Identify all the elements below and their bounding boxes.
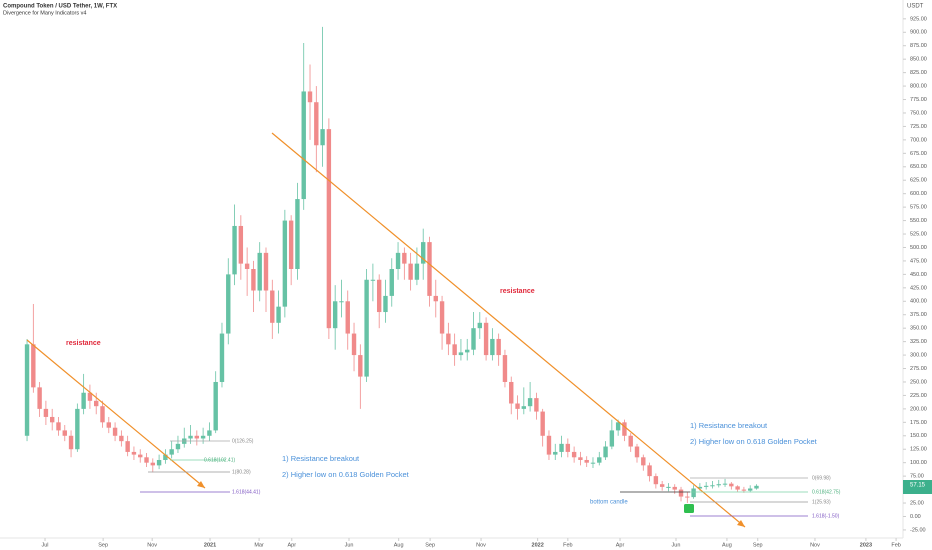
y-tick-label: 925.00 xyxy=(910,16,927,22)
y-tick-label: 350.00 xyxy=(910,326,927,332)
fib-label: 0(126.25) xyxy=(232,438,254,444)
fib-label: 0(69.98) xyxy=(812,475,831,481)
x-tick-label: Jun xyxy=(345,542,354,548)
bottom-marker xyxy=(684,504,694,513)
last-price-label: 57.15 xyxy=(910,483,926,489)
y-unit: USDT xyxy=(907,4,924,10)
trend-line xyxy=(271,132,746,528)
x-tick-label: Apr xyxy=(287,542,296,548)
y-tick-label: 850.00 xyxy=(910,57,927,63)
annotation: resistance xyxy=(500,288,535,295)
y-tick-label: 525.00 xyxy=(910,231,927,237)
y-tick-label: 0.00 xyxy=(910,514,921,520)
last-price-box xyxy=(903,480,932,494)
fib-label: 1.618(44.41) xyxy=(232,489,261,495)
x-tick-label: Feb xyxy=(563,542,572,548)
y-tick-label: 375.00 xyxy=(910,312,927,318)
y-tick-label: 425.00 xyxy=(910,285,927,291)
x-tick-label: Sep xyxy=(98,542,108,548)
annotation: resistance xyxy=(66,340,101,347)
annotation: 2) Higher low on 0.618 Golden Pocket xyxy=(282,470,410,479)
y-tick-label: 225.00 xyxy=(910,393,927,399)
chart-subtitle: Divergence for Many Indicators v4 xyxy=(3,10,86,16)
fib-left xyxy=(140,440,230,493)
x-tick-label: Feb xyxy=(891,542,900,548)
fib-right xyxy=(620,477,808,517)
y-tick-label: 675.00 xyxy=(910,151,927,157)
x-tick-label: Apr xyxy=(616,542,625,548)
y-tick-label: 275.00 xyxy=(910,366,927,372)
x-tick-label: Mar xyxy=(254,542,264,548)
y-tick-label: 500.00 xyxy=(910,245,927,251)
x-tick-label: 2021 xyxy=(204,542,216,548)
y-tick-label: 650.00 xyxy=(910,164,927,170)
y-tick-label: 125.00 xyxy=(910,447,927,453)
y-tick-label: 700.00 xyxy=(910,137,927,143)
y-tick-label: 550.00 xyxy=(910,218,927,224)
arrow-head xyxy=(197,481,205,488)
y-tick-label: 150.00 xyxy=(910,433,927,439)
annotation: 2) Higher low on 0.618 Golden Pocket xyxy=(690,437,818,446)
chart-title: Compound Token / USD Tether, 1W, FTX xyxy=(3,4,117,10)
y-tick-label: 825.00 xyxy=(910,70,927,76)
x-tick-label: 2022 xyxy=(532,542,544,548)
y-tick-label: -25.00 xyxy=(910,527,926,533)
y-tick-label: 900.00 xyxy=(910,30,927,36)
y-tick-label: 875.00 xyxy=(910,43,927,49)
x-tick-label: Sep xyxy=(425,542,435,548)
fib-label: 0.618(102.41) xyxy=(204,457,235,463)
y-tick-label: 575.00 xyxy=(910,205,927,211)
trend-line xyxy=(26,339,206,489)
y-tick-label: 800.00 xyxy=(910,84,927,90)
x-tick-label: Aug xyxy=(722,542,732,548)
annotation: 1) Resistance breakout xyxy=(690,421,768,430)
fib-label: 0.618(42.75) xyxy=(812,489,841,495)
y-tick-label: 475.00 xyxy=(910,258,927,264)
x-tick-label: Nov xyxy=(476,542,486,548)
y-tick-label: 600.00 xyxy=(910,191,927,197)
y-tick-label: 400.00 xyxy=(910,299,927,305)
y-tick-label: 200.00 xyxy=(910,406,927,412)
y-tick-label: 750.00 xyxy=(910,110,927,116)
arrow-head xyxy=(737,520,745,527)
y-tick-label: 175.00 xyxy=(910,420,927,426)
y-tick-label: 300.00 xyxy=(910,353,927,359)
fib-label: 1(80.28) xyxy=(232,469,251,475)
y-tick-label: 775.00 xyxy=(910,97,927,103)
y-tick-label: 250.00 xyxy=(910,379,927,385)
y-tick-label: 325.00 xyxy=(910,339,927,345)
annotation: bottom candle xyxy=(590,500,628,506)
y-tick-label: 100.00 xyxy=(910,460,927,466)
x-tick-label: Sep xyxy=(753,542,763,548)
y-tick-label: 725.00 xyxy=(910,124,927,130)
x-tick-label: Nov xyxy=(147,542,157,548)
x-tick-label: Aug xyxy=(394,542,404,548)
y-tick-label: 25.00 xyxy=(910,500,924,506)
fib-label: 1(25.93) xyxy=(812,499,831,505)
x-tick-label: Jul xyxy=(42,542,49,548)
y-tick-label: 625.00 xyxy=(910,178,927,184)
x-tick-label: Jun xyxy=(672,542,681,548)
x-tick-label: Nov xyxy=(810,542,820,548)
annotation: 1) Resistance breakout xyxy=(282,454,360,463)
y-tick-label: 75.00 xyxy=(910,474,924,480)
x-tick-label: 2023 xyxy=(860,542,872,548)
fib-label: 1.618(-1.50) xyxy=(812,513,840,519)
y-tick-label: 450.00 xyxy=(910,272,927,278)
